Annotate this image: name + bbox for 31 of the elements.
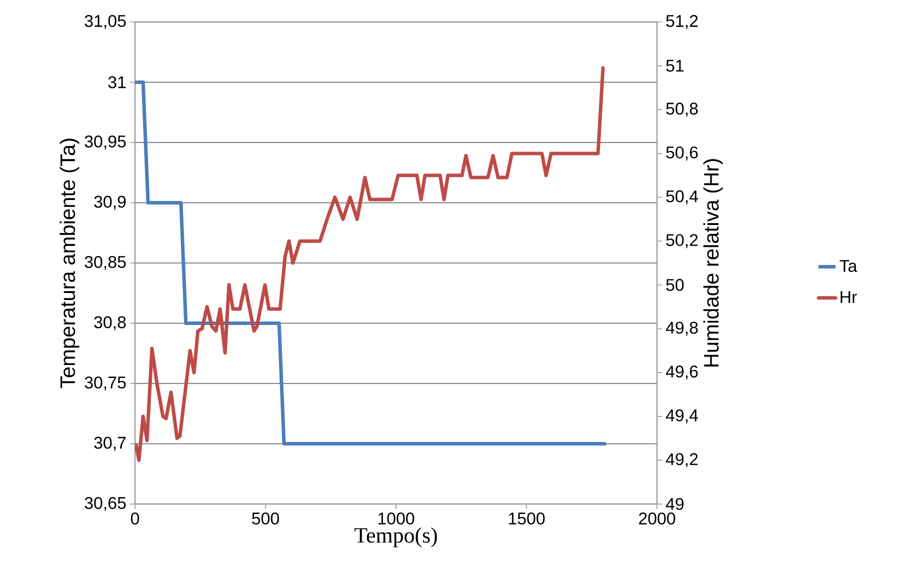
y-axis-title: Temperatura ambiente (Ta) — [60, 138, 80, 388]
y2-tick-label: 50,8 — [666, 102, 698, 117]
y2-tick-label: 50,6 — [666, 146, 698, 160]
y-tick-label: 30,85 — [84, 256, 126, 270]
y-tick-label: 30,95 — [84, 136, 126, 150]
y-tick-label: 30,7 — [94, 436, 126, 451]
y2-tick-label: 49,4 — [666, 409, 698, 424]
x-tick-label: 1000 — [378, 512, 414, 525]
y2-tick-label: 49,6 — [666, 366, 698, 380]
y2-tick-label: 51 — [666, 60, 684, 72]
y2-tick-label: 49,2 — [666, 453, 698, 468]
legend-label: Hr — [840, 291, 857, 303]
y2-tick-label: 49 — [666, 498, 684, 510]
y-tick-label: 30,75 — [84, 376, 126, 390]
x-tick-label: 2000 — [639, 512, 676, 525]
y2-axis-title: Humidade relativa (Hr) — [703, 159, 723, 366]
y-tick-label: 30,8 — [94, 316, 126, 330]
x-tick-label: 1500 — [508, 512, 545, 525]
y-tick-label: 30,9 — [94, 196, 126, 210]
y2-tick-label: 50 — [666, 278, 684, 291]
y-tick-label: 30,65 — [84, 497, 126, 512]
y-tick-label: 31,05 — [84, 14, 126, 29]
x-axis-title: Tempo(s) — [354, 527, 437, 548]
y2-tick-label: 50,4 — [666, 190, 698, 204]
y2-tick-label: 49,8 — [666, 322, 698, 336]
y2-tick-label: 51,2 — [666, 15, 698, 29]
y2-tick-label: 50,2 — [666, 234, 698, 248]
legend-label: Ta — [840, 260, 858, 272]
x-tick-label: 0 — [130, 512, 140, 525]
y-tick-label: 31 — [108, 76, 126, 88]
x-tick-label: 500 — [252, 512, 279, 525]
